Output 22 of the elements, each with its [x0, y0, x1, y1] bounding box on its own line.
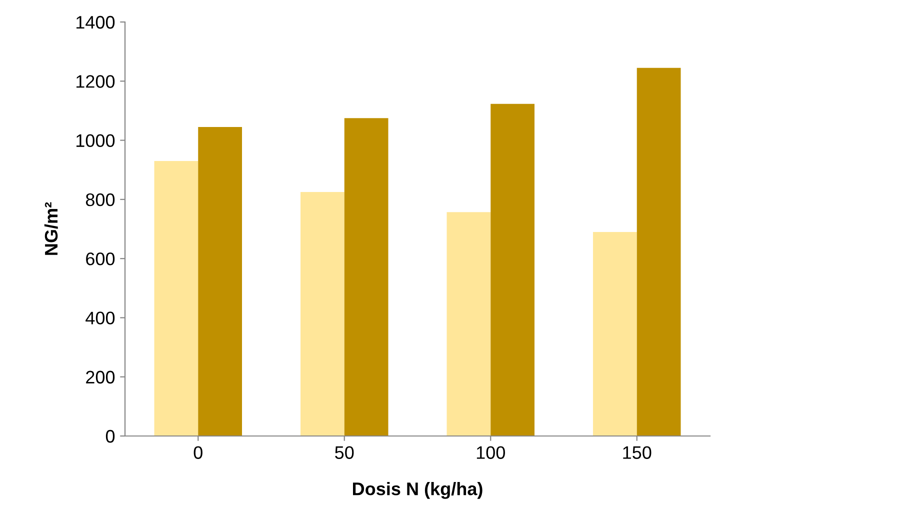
x-tick-label: 0: [194, 446, 202, 459]
y-axis-title: NG/m²: [44, 202, 58, 255]
bar: [446, 212, 491, 436]
bar: [593, 232, 637, 436]
x-tick-label: 150: [623, 446, 652, 459]
y-tick-label: 200: [86, 370, 115, 384]
y-tick-label: 600: [86, 252, 115, 266]
x-tick-label: 100: [476, 446, 505, 459]
bar: [300, 192, 344, 436]
y-tick-label: 1400: [76, 16, 115, 29]
bar: [490, 104, 534, 436]
y-tick-label: 1000: [76, 134, 115, 148]
bar: [154, 160, 198, 436]
bar: [636, 68, 681, 436]
y-tick-label: 0: [106, 430, 115, 443]
y-tick-label: 1200: [76, 75, 115, 88]
x-axis-title: Dosis N (kg/ha): [353, 482, 482, 499]
bar: [344, 118, 388, 436]
y-tick-label: 800: [86, 193, 115, 206]
y-tick-label: 400: [86, 312, 115, 324]
x-tick-label: 50: [335, 446, 354, 459]
bar: [198, 126, 242, 436]
